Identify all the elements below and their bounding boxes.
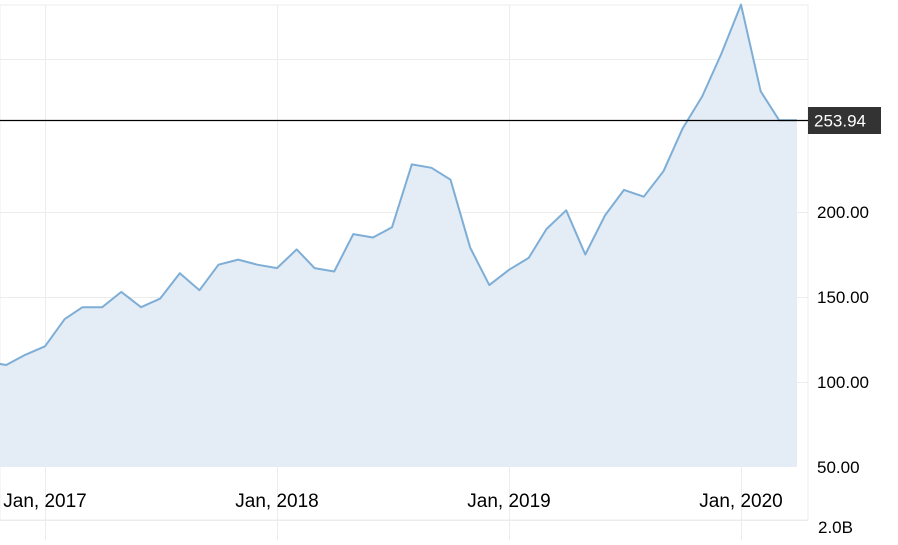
data-point [64, 318, 66, 320]
data-point [101, 306, 103, 308]
data-point [508, 269, 510, 271]
x-tick-label: Jan, 2018 [235, 491, 318, 512]
data-point [372, 237, 374, 239]
data-point [237, 259, 239, 261]
data-point [720, 53, 722, 55]
data-point [701, 95, 703, 97]
data-point [740, 4, 742, 6]
y-tick-label: 50.00 [817, 458, 860, 477]
data-point [528, 257, 530, 259]
data-point [682, 128, 684, 130]
data-point [663, 170, 665, 172]
data-point [604, 214, 606, 216]
data-point [159, 298, 161, 300]
data-point [179, 272, 181, 274]
x-axis-ticks: Jan, 2017 Jan, 2018 Jan, 2019 Jan, 2020 [3, 491, 782, 512]
data-point [5, 364, 7, 366]
data-point [643, 196, 645, 198]
y-tick-label: 150.00 [817, 288, 869, 307]
data-point [296, 248, 298, 250]
data-point [546, 228, 548, 230]
x-tick-label: Jan, 2020 [699, 491, 782, 512]
y-axis-ticks: 200.00 150.00 100.00 50.00 [817, 203, 869, 477]
data-point [760, 90, 762, 92]
current-price-label-bg [808, 107, 881, 134]
current-price-indicator: 253.94 [0, 107, 881, 134]
data-point [199, 289, 201, 291]
data-point [352, 233, 354, 235]
data-point [584, 254, 586, 256]
volume-axis-label: 2.0B [818, 518, 853, 537]
data-point [140, 306, 142, 308]
y-tick-label: 200.00 [817, 203, 869, 222]
data-point [450, 179, 452, 181]
data-point [333, 271, 335, 273]
price-series-line [0, 3, 797, 366]
data-point [44, 345, 46, 347]
data-point [218, 264, 220, 266]
x-tick-label: Jan, 2017 [3, 491, 86, 512]
data-point [276, 267, 278, 269]
x-tick-label: Jan, 2019 [467, 491, 550, 512]
data-point [488, 284, 490, 286]
data-point [469, 247, 471, 249]
data-point [24, 354, 26, 356]
data-point [411, 163, 413, 165]
data-point [82, 306, 84, 308]
data-point [120, 291, 122, 293]
data-point [431, 167, 433, 169]
y-tick-label: 100.00 [817, 373, 869, 392]
data-point [314, 267, 316, 269]
current-price-label: 253.94 [814, 112, 866, 131]
data-point [256, 264, 258, 266]
data-point [391, 226, 393, 228]
price-area-fill [0, 4, 797, 467]
data-point [623, 189, 625, 191]
data-point [565, 209, 567, 211]
